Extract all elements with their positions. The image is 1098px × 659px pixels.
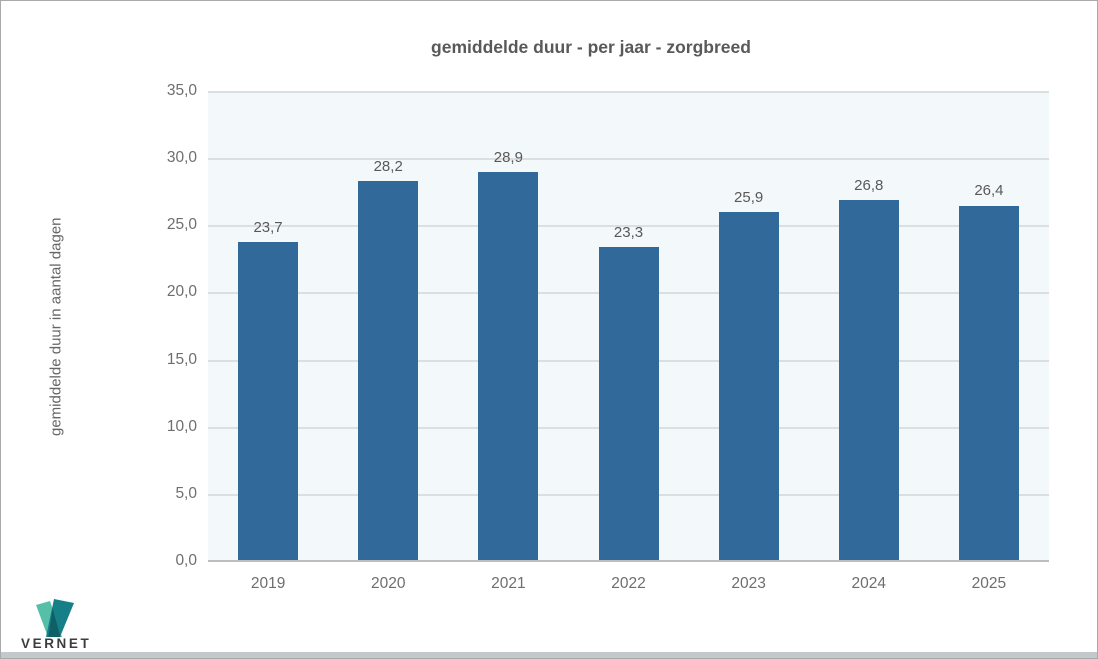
x-tick-label: 2020 [370, 575, 406, 592]
x-tick-label: 2019 [250, 575, 286, 592]
bar-value-label: 26,4 [974, 182, 1004, 200]
bar-2024 [838, 200, 899, 560]
bar-2025 [958, 205, 1019, 560]
bar-2022 [598, 247, 659, 560]
gridline [208, 158, 1049, 161]
vernet-logo-text: VERNET [21, 636, 92, 651]
x-tick-label: 2022 [611, 575, 646, 592]
bottom-border-band [1, 652, 1097, 658]
y-axis-title: gemiddelde duur in aantal dagen [47, 217, 65, 437]
plot-area: 23,7 28,2 28,9 23,3 25,9 26,8 26,4 [208, 91, 1049, 562]
y-tick-label: 25,0 [166, 216, 197, 234]
bar-2020 [358, 181, 419, 560]
bar-2019 [238, 241, 299, 560]
x-tick-label: 2023 [731, 575, 766, 592]
y-tick-label: 35,0 [166, 82, 197, 99]
gridline [208, 91, 1049, 93]
y-tick-label: 20,0 [166, 283, 197, 301]
bar-value-label: 28,9 [493, 148, 523, 166]
chart-title: gemiddelde duur - per jaar - zorgbreed [431, 37, 751, 57]
gridline [208, 225, 1049, 228]
y-tick-label: 30,0 [166, 149, 197, 167]
vernet-logo-mark [36, 599, 74, 637]
bar-value-label: 28,2 [373, 158, 403, 176]
x-tick-label: 2024 [851, 575, 887, 592]
bar-value-label: 23,3 [613, 224, 644, 242]
x-tick-label: 2021 [491, 575, 526, 592]
y-tick-label: 5,0 [175, 484, 197, 502]
bar-2021 [478, 171, 539, 560]
vernet-logo: VERNET [19, 596, 129, 654]
bar-value-label: 26,8 [854, 177, 884, 195]
y-tick-label: 10,0 [166, 417, 197, 435]
bar-2023 [718, 212, 779, 560]
x-tick-label: 2025 [971, 575, 1007, 592]
bar-value-label: 25,9 [734, 189, 764, 207]
y-tick-label: 15,0 [166, 350, 197, 368]
y-tick-label: 0,0 [175, 552, 197, 569]
bar-value-label: 23,7 [253, 218, 283, 236]
